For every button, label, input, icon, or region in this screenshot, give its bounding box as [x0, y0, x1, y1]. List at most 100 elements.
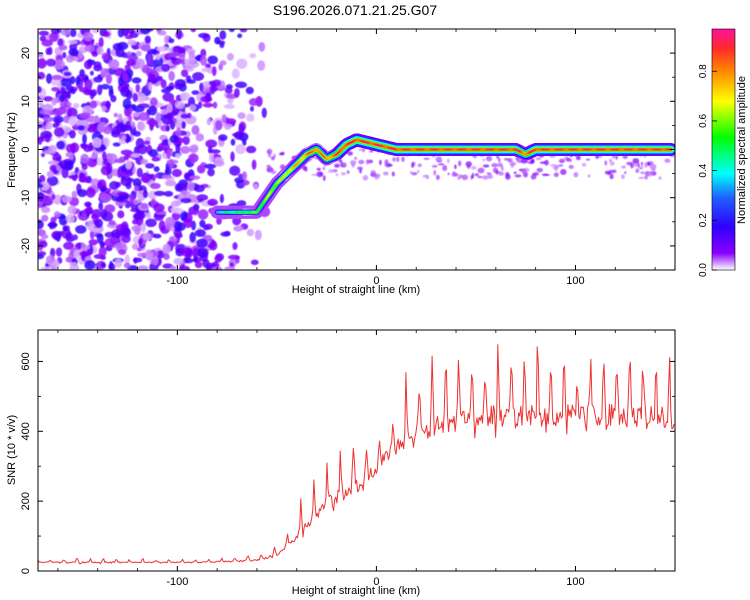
- noise-blob: [266, 148, 273, 155]
- noise-blob: [386, 163, 393, 167]
- noise-blob: [558, 158, 566, 164]
- noise-blob: [194, 261, 203, 269]
- noise-blob: [161, 174, 173, 179]
- noise-blob: [112, 142, 121, 147]
- noise-blob: [664, 158, 671, 163]
- noise-blob: [207, 168, 215, 177]
- noise-blob: [94, 115, 100, 125]
- noise-blob: [587, 174, 591, 178]
- noise-blob: [127, 55, 139, 61]
- noise-blob: [108, 59, 120, 70]
- noise-blob: [218, 134, 228, 142]
- y-tick-label: 200: [20, 492, 32, 510]
- noise-blob: [97, 181, 104, 190]
- noise-blob: [47, 222, 58, 228]
- noise-blob: [182, 135, 190, 145]
- snr-axes: -100 0 100 0 200 400 600: [20, 330, 675, 588]
- noise-blob: [477, 167, 485, 174]
- noise-blob: [474, 173, 479, 177]
- noise-blob: [166, 239, 179, 247]
- noise-blob: [56, 140, 66, 150]
- noise-blob: [136, 167, 143, 178]
- noise-blob: [118, 195, 126, 201]
- noise-blob: [379, 159, 382, 166]
- noise-blob: [126, 51, 132, 57]
- spectrogram-noise: [38, 29, 675, 270]
- noise-blob: [239, 29, 248, 33]
- noise-blob: [249, 53, 257, 59]
- noise-blob: [79, 250, 90, 258]
- noise-blob: [131, 112, 140, 117]
- noise-blob: [38, 253, 45, 260]
- noise-blob: [124, 133, 131, 144]
- noise-blob: [181, 120, 186, 129]
- noise-blob: [104, 204, 116, 213]
- noise-blob: [124, 64, 131, 71]
- noise-blob: [38, 86, 42, 94]
- x-tick-label: 0: [373, 576, 379, 588]
- noise-blob: [209, 149, 221, 154]
- noise-blob: [90, 154, 98, 159]
- noise-blob: [532, 172, 539, 176]
- noise-blob: [158, 220, 166, 232]
- noise-blob: [84, 201, 92, 208]
- snr-y-label: SNR (10 * v/v): [6, 415, 18, 485]
- noise-blob: [113, 125, 122, 133]
- noise-blob: [79, 69, 85, 77]
- noise-blob: [560, 169, 567, 175]
- noise-blob: [411, 172, 418, 176]
- noise-blob: [230, 138, 236, 146]
- noise-blob: [144, 35, 151, 44]
- noise-blob: [195, 133, 204, 142]
- noise-blob: [142, 190, 149, 198]
- noise-blob: [223, 104, 235, 109]
- noise-blob: [77, 125, 85, 131]
- noise-blob: [39, 181, 50, 191]
- noise-blob: [637, 163, 640, 168]
- noise-blob: [362, 175, 369, 181]
- noise-blob: [78, 52, 83, 59]
- noise-blob: [204, 223, 213, 230]
- noise-blob: [146, 116, 151, 121]
- noise-blob: [192, 72, 205, 81]
- noise-blob: [417, 170, 420, 173]
- noise-blob: [228, 29, 235, 32]
- noise-blob: [358, 159, 365, 165]
- noise-blob: [383, 171, 389, 176]
- noise-blob: [180, 210, 188, 222]
- noise-blob: [211, 66, 217, 77]
- noise-blob: [182, 257, 194, 264]
- noise-blob: [147, 73, 157, 84]
- colorbar-tick-label: 0.2: [698, 213, 709, 227]
- noise-blob: [97, 84, 103, 96]
- noise-blob: [392, 157, 396, 162]
- noise-blob: [253, 183, 259, 190]
- noise-blob: [357, 166, 363, 171]
- noise-blob: [237, 112, 246, 120]
- noise-blob: [140, 223, 146, 233]
- noise-blob: [165, 216, 175, 227]
- noise-blob: [545, 173, 550, 176]
- noise-blob: [207, 55, 218, 65]
- noise-blob: [45, 121, 53, 130]
- noise-blob: [536, 167, 543, 173]
- noise-blob: [116, 41, 129, 50]
- noise-blob: [180, 113, 189, 119]
- noise-blob: [38, 191, 44, 202]
- noise-blob: [343, 162, 346, 166]
- noise-blob: [86, 157, 98, 168]
- noise-blob: [644, 162, 648, 168]
- noise-blob: [322, 166, 326, 171]
- noise-blob: [73, 249, 82, 259]
- noise-blob: [224, 87, 233, 94]
- noise-blob: [41, 39, 53, 47]
- noise-blob: [200, 48, 207, 58]
- noise-blob: [153, 203, 165, 213]
- noise-blob: [621, 165, 626, 169]
- noise-blob: [228, 254, 240, 260]
- noise-blob: [151, 156, 160, 162]
- noise-blob: [384, 159, 389, 166]
- colorbar-tick-label: 0.4: [698, 163, 709, 177]
- noise-blob: [229, 165, 241, 176]
